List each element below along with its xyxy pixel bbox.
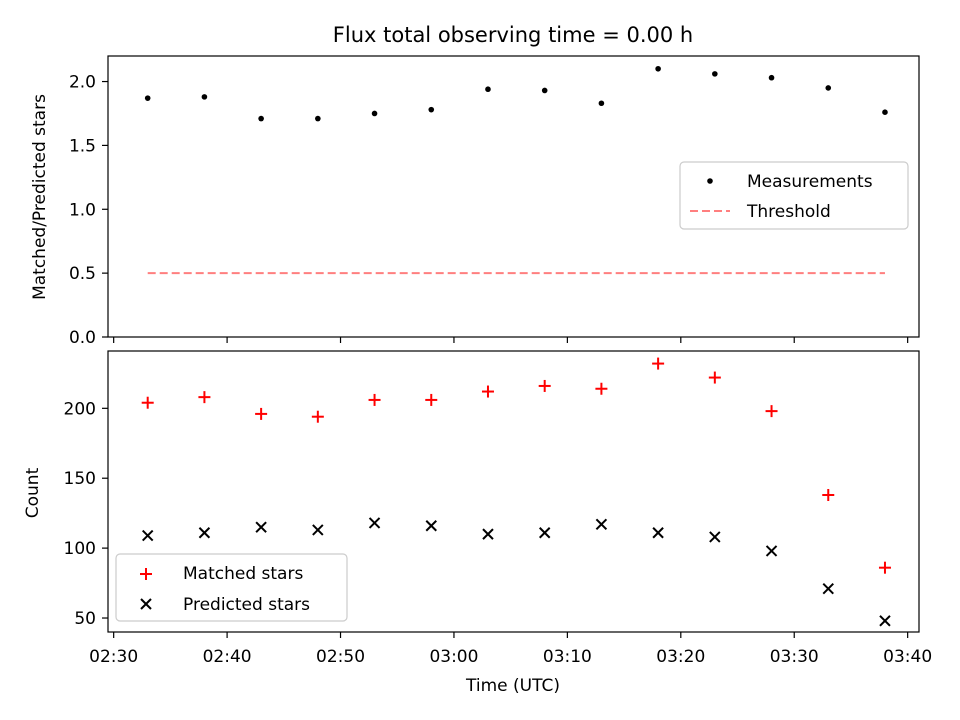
legend-measurements-marker — [707, 178, 713, 184]
ratio-y-tick-label: 1.5 — [69, 136, 96, 156]
matched-star-point — [255, 407, 268, 420]
matched-star-point — [595, 382, 608, 395]
predicted-star-stroke — [198, 527, 211, 539]
matched-star-point — [538, 379, 551, 392]
count-y-tick-label: 200 — [64, 399, 96, 419]
ratio-y-tick-label: 0.0 — [69, 328, 96, 348]
legend-measurements-label: Measurements — [747, 172, 873, 192]
measurement-point — [315, 115, 321, 122]
predicted-star-point — [595, 518, 608, 531]
predicted-star-stroke — [879, 615, 891, 627]
count-panel: 02:30 02:40 02:50 03:00 03:10 03:20 03:30 03:40… — [23, 350, 933, 696]
predicted-star-point — [425, 520, 437, 532]
x-tick-label: 02:30 — [89, 647, 138, 667]
predicted-star-point — [652, 527, 664, 539]
ratio-plot-frame — [107, 55, 920, 338]
predicted-star-point — [765, 545, 778, 557]
x-tick-label: 03:00 — [429, 647, 478, 667]
ratio-y-tick-label: 0.5 — [69, 264, 96, 284]
matched-star-point — [652, 357, 665, 370]
ratio-y-tick-label: 2.0 — [69, 73, 96, 93]
measurement-point — [825, 85, 832, 91]
measurement-point — [712, 71, 718, 77]
x-axis-label: Time (UTC) — [465, 676, 560, 696]
predicted-star-stroke — [141, 529, 154, 542]
legend-predicted-marker — [140, 598, 152, 610]
matched-star-point — [822, 488, 835, 501]
x-tick-label: 02:50 — [316, 647, 365, 667]
predicted-star-point — [482, 528, 494, 540]
predicted-star-stroke — [312, 524, 324, 536]
x-tick-label: 03:10 — [543, 647, 592, 667]
predicted-star-point — [538, 527, 551, 539]
measurement-point — [655, 65, 661, 72]
predicted-star-stroke — [368, 517, 381, 529]
predicted-star-stroke — [482, 528, 494, 540]
predicted-star-stroke — [425, 520, 437, 532]
predicted-star-point — [255, 521, 267, 533]
ratio-panel: 0.00.51.01.52.0 Matched/Predicted stars … — [30, 55, 920, 348]
count-legend-box — [115, 553, 348, 622]
matched-star-point — [878, 561, 891, 574]
count-legend: Matched stars Predicted stars — [115, 553, 348, 622]
legend-matched-marker — [140, 568, 152, 580]
x-tick-label: 03:20 — [656, 647, 705, 667]
ratio-legend-box — [679, 161, 909, 230]
count-y-tick-label: 150 — [64, 469, 96, 489]
measurement-point — [201, 94, 208, 100]
predicted-star-point — [822, 582, 834, 595]
predicted-star-stroke — [652, 527, 664, 539]
ratio-axis-ticks: 0.0 0.5 1.0 1.5 2.0 — [69, 73, 909, 348]
legend-matched-label: Matched stars — [183, 564, 303, 584]
count-series — [141, 357, 891, 627]
ratio-y-axis-label: Matched/Predicted stars — [30, 94, 50, 300]
x-tick-label: 03:40 — [883, 647, 932, 667]
matched-star-point — [765, 405, 778, 418]
count-y-axis-label: Count — [23, 467, 43, 518]
measurement-point — [428, 106, 435, 113]
predicted-star-point — [879, 615, 891, 627]
matched-star-point — [481, 385, 494, 398]
legend-predicted-label: Predicted stars — [183, 595, 310, 615]
predicted-star-point — [198, 527, 211, 539]
measurement-point — [541, 87, 548, 94]
ratio-y-tick-label: 1.0 — [69, 200, 96, 220]
measurement-point — [768, 74, 775, 81]
predicted-star-point — [368, 517, 381, 529]
predicted-star-stroke — [765, 545, 778, 557]
predicted-star-point — [141, 529, 154, 542]
measurement-point — [882, 109, 888, 115]
predicted-star-point — [312, 524, 324, 536]
matched-star-point — [368, 393, 381, 406]
x-tick-label: 03:30 — [770, 647, 819, 667]
measurement-point — [598, 100, 605, 107]
x-tick-label: 02:40 — [203, 647, 252, 667]
count-y-tick-label: 50 — [74, 609, 96, 629]
predicted-star-point — [709, 531, 721, 543]
legend-threshold-label: Threshold — [746, 202, 831, 222]
ratio-series — [144, 65, 888, 275]
predicted-star-stroke — [595, 518, 608, 531]
matched-star-point — [708, 371, 721, 384]
predicted-star-stroke — [538, 527, 551, 539]
count-y-tick-label: 100 — [64, 539, 96, 559]
ratio-legend: Measurements Threshold — [679, 161, 909, 230]
predicted-star-stroke — [255, 521, 267, 533]
predicted-star-stroke — [822, 582, 834, 595]
chart-title: Flux total observing time = 0.00 h — [333, 23, 693, 47]
matched-star-point — [311, 410, 324, 423]
measurement-point — [371, 110, 378, 117]
measurement-point — [144, 95, 151, 101]
matched-star-point — [141, 396, 154, 409]
matched-star-point — [198, 391, 211, 404]
predicted-star-stroke — [709, 531, 721, 543]
count-plot-frame — [107, 350, 920, 633]
matched-star-point — [425, 393, 438, 406]
measurement-point — [485, 86, 491, 93]
measurement-point — [258, 115, 264, 122]
count-axis-ticks: 02:30 02:40 02:50 03:00 03:10 03:20 03:30 03:40… — [64, 399, 933, 667]
